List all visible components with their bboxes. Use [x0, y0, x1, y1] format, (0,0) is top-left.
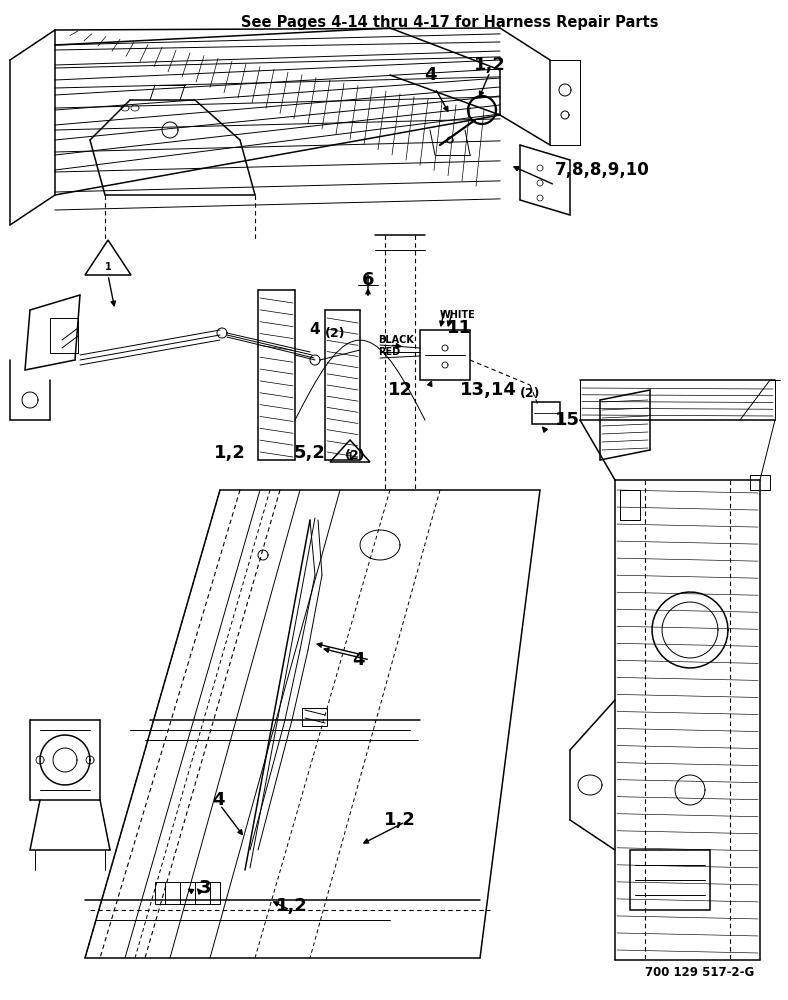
- Text: 12: 12: [388, 381, 412, 399]
- Bar: [750, 475, 770, 490]
- Text: 7,8,8,9,10: 7,8,8,9,10: [555, 161, 650, 179]
- Bar: [420, 330, 470, 380]
- Text: (2): (2): [345, 450, 366, 462]
- Text: 1,2: 1,2: [276, 897, 308, 915]
- Text: 6: 6: [362, 271, 374, 289]
- Text: 1: 1: [347, 452, 353, 462]
- Text: 4: 4: [351, 651, 364, 669]
- Text: 11: 11: [447, 319, 472, 337]
- Text: 4: 4: [212, 791, 225, 809]
- Text: 13,14: 13,14: [460, 381, 517, 399]
- Text: 1,2: 1,2: [474, 56, 506, 74]
- Text: 15: 15: [555, 411, 580, 429]
- Bar: [620, 490, 640, 520]
- Text: RED: RED: [378, 347, 400, 357]
- Text: 5,2: 5,2: [294, 444, 326, 462]
- Bar: [532, 402, 560, 424]
- Bar: [155, 882, 220, 904]
- Text: 4: 4: [424, 66, 437, 84]
- Bar: [302, 708, 327, 726]
- Bar: [630, 850, 710, 910]
- Bar: [50, 318, 78, 353]
- Text: (2): (2): [325, 326, 345, 340]
- Text: 3: 3: [199, 879, 211, 897]
- Text: 1,2: 1,2: [384, 811, 416, 829]
- Text: 700 129 517-2-G: 700 129 517-2-G: [645, 966, 755, 978]
- Text: 1,2: 1,2: [214, 444, 246, 462]
- Text: (2): (2): [520, 386, 541, 399]
- Text: WHITE: WHITE: [440, 310, 476, 320]
- Text: BLACK: BLACK: [378, 335, 414, 345]
- Text: 4: 4: [310, 322, 320, 338]
- Text: 1: 1: [105, 262, 111, 272]
- Text: See Pages 4-14 thru 4-17 for Harness Repair Parts: See Pages 4-14 thru 4-17 for Harness Rep…: [241, 14, 659, 29]
